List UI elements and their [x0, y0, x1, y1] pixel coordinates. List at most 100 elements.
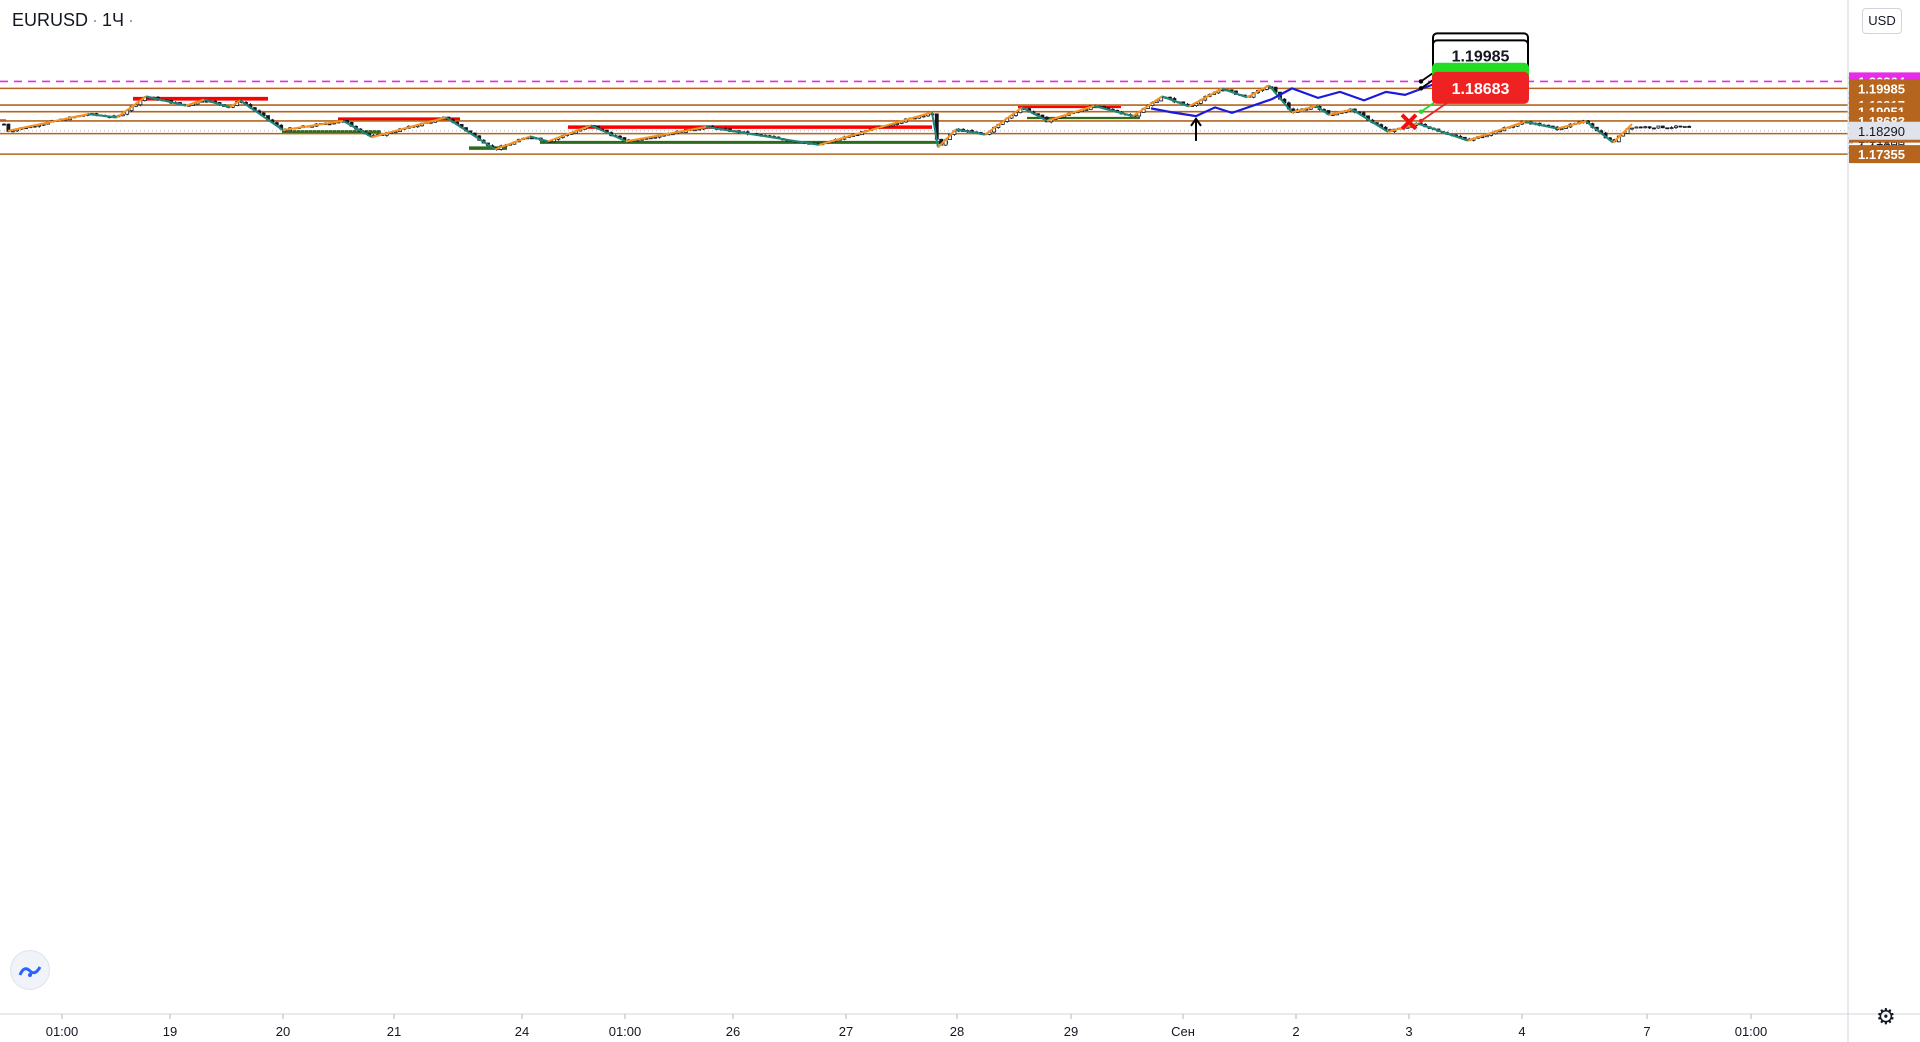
- candle-body: [921, 115, 926, 118]
- zigzag-segment: [1268, 84, 1293, 114]
- demand-zone: [469, 146, 507, 150]
- time-tick-label: 3: [1405, 1024, 1412, 1039]
- zigzag-segment: [282, 119, 344, 132]
- time-tick-label: 27: [839, 1024, 853, 1039]
- level-price-tag: [1849, 79, 1920, 98]
- candle-body: [1630, 127, 1634, 130]
- callout-label: 1.19985: [1452, 48, 1510, 65]
- zigzag-segment: [1612, 123, 1633, 144]
- zigzag-segment: [203, 98, 231, 109]
- currency-badge[interactable]: USD: [1862, 8, 1902, 34]
- candle-body: [1665, 127, 1670, 130]
- callout-anchor: [1418, 79, 1424, 84]
- levels-layer: [0, 80, 1848, 155]
- zigzag-segment: [955, 128, 986, 136]
- markers-layer: [1190, 113, 1418, 141]
- zigzag-layer: [7, 84, 1633, 151]
- time-tick-label: 4: [1518, 1024, 1525, 1039]
- zigzag-segment: [984, 106, 1023, 136]
- zigzag-segment: [590, 124, 627, 143]
- zigzag-segment: [342, 120, 373, 138]
- zigzag-segment: [1046, 104, 1095, 122]
- time-tick-label: 29: [1064, 1024, 1078, 1039]
- zigzag-segment: [445, 116, 496, 151]
- zigzag-segment: [931, 112, 939, 148]
- price-axis[interactable]: 1.204001.202001.198001.196001.194001.192…: [1847, 0, 1920, 1042]
- zigzag-segment: [1585, 120, 1614, 144]
- price-callout[interactable]: 1.18683: [1418, 71, 1529, 124]
- time-tick-label: 26: [726, 1024, 740, 1039]
- time-tick-label: 24: [515, 1024, 529, 1039]
- zigzag-segment: [371, 116, 447, 139]
- callout-pointer: [1420, 102, 1448, 122]
- candle-body: [1656, 125, 1661, 129]
- candle-body: [1084, 108, 1089, 111]
- forecast-path: [1150, 80, 1463, 118]
- time-tick-label: 20: [276, 1024, 290, 1039]
- zigzag-segment: [1093, 104, 1134, 118]
- candle-body: [895, 123, 900, 125]
- demand-zone: [1027, 116, 1140, 120]
- time-axis[interactable]: 01:00 19 20 21 24 01:00 26 27 28 29 Сен 2 3 4 7 01:00: [0, 1013, 1920, 1039]
- supply-zone: [133, 96, 268, 101]
- current-price-label: 1.18290: [1858, 124, 1905, 139]
- supply-zone: [1018, 105, 1121, 109]
- level-price-label: 1.19985: [1858, 81, 1905, 96]
- interval-label: 1Ч: [102, 10, 125, 30]
- zigzag-segment: [1524, 120, 1558, 130]
- symbol-header[interactable]: EURUSD · 1Ч ·: [12, 10, 138, 31]
- zigzag-segment: [1351, 108, 1389, 133]
- demand-zone: [282, 130, 381, 134]
- tradingview-logo-icon[interactable]: [10, 950, 50, 990]
- zigzag-segment: [1188, 87, 1223, 108]
- zigzag-segment: [625, 125, 707, 143]
- zigzag-segment: [1417, 122, 1469, 142]
- zigzag-segment: [494, 135, 531, 151]
- time-tick-label: Сен: [1171, 1024, 1195, 1039]
- callout-anchor: [1418, 118, 1424, 124]
- zigzag-segment: [1467, 120, 1526, 142]
- callout-label: 1.18683: [1452, 81, 1510, 98]
- zigzag-segment: [1132, 95, 1163, 117]
- level-price-label: 1.17355: [1858, 147, 1905, 162]
- callout-anchor: [1418, 86, 1424, 91]
- gear-icon[interactable]: ⚙: [1876, 1004, 1896, 1029]
- up-arrow-head: [1190, 117, 1202, 127]
- zigzag-segment: [185, 98, 205, 107]
- candle-body: [2, 123, 6, 126]
- time-tick-label: 2: [1292, 1024, 1299, 1039]
- candle-body: [1682, 126, 1687, 128]
- time-tick-label: 01:00: [1735, 1024, 1768, 1039]
- forecast-layer: [1150, 80, 1463, 118]
- zigzag-segment: [239, 99, 284, 131]
- zigzag-segment: [818, 111, 933, 146]
- candle-body: [1634, 126, 1639, 129]
- zigzag-segment: [937, 128, 957, 149]
- zigzag-segment: [1246, 84, 1270, 99]
- zigzag-segment: [229, 99, 241, 109]
- zigzag-segment: [529, 135, 549, 143]
- current-price-tag: [1849, 121, 1920, 140]
- time-tick-label: 19: [163, 1024, 177, 1039]
- zigzag-segment: [705, 125, 820, 146]
- zigzag-segment: [1556, 120, 1587, 130]
- callout-anchor: [1418, 109, 1424, 114]
- candle-body: [1678, 125, 1683, 128]
- supply-zone: [338, 117, 460, 122]
- zigzag-segment: [87, 113, 118, 119]
- time-tick-label: 01:00: [609, 1024, 642, 1039]
- symbol-label: EURUSD: [12, 10, 89, 30]
- candle-body: [1638, 126, 1643, 129]
- zigzag-segment: [7, 113, 89, 132]
- supply-zone: [568, 125, 932, 129]
- candle-body: [1669, 127, 1674, 130]
- zigzag-segment: [1315, 105, 1330, 116]
- zigzag-segment: [1221, 87, 1248, 99]
- candle-body: [653, 136, 658, 139]
- candle-body: [1687, 126, 1692, 128]
- x-mark-icon: [1400, 113, 1418, 131]
- time-tick-label: 28: [950, 1024, 964, 1039]
- callout-box: [1432, 71, 1529, 104]
- x-mark-stroke: [1400, 113, 1418, 131]
